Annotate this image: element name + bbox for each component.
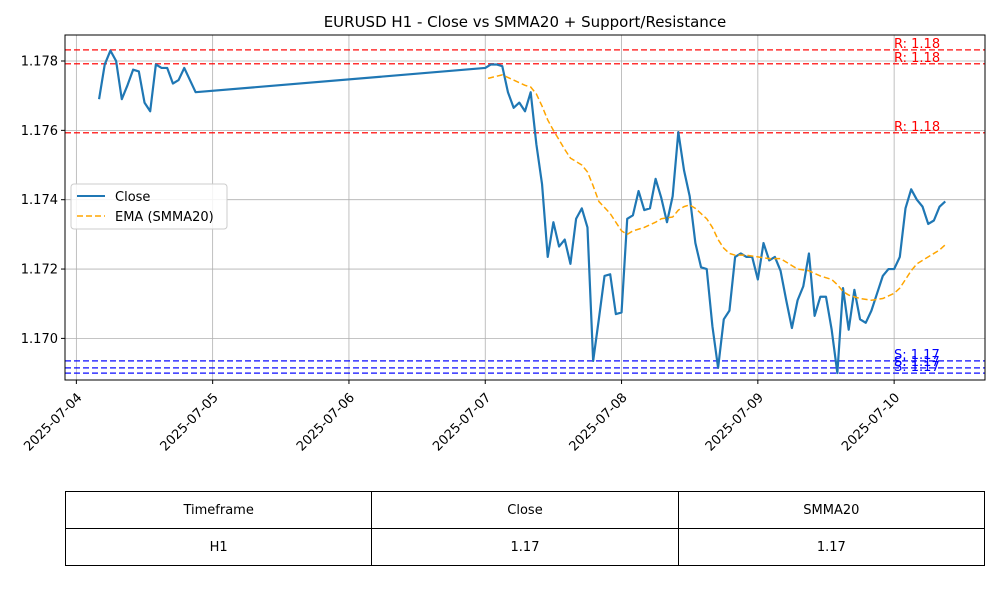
support-label: S: 1.17 bbox=[894, 355, 940, 370]
x-tick-label: 2025-07-05 bbox=[158, 390, 222, 454]
x-axis: 2025-07-04 2025-07-05 2025-07-06 2025-07-07… bbox=[21, 380, 903, 454]
legend-label-close: Close bbox=[115, 190, 150, 205]
table-cell: 1.17 bbox=[677, 528, 986, 566]
table-cell: H1 bbox=[64, 528, 373, 566]
y-tick-label: 1.178 bbox=[21, 55, 58, 70]
legend: Close EMA (SMMA20) bbox=[70, 183, 228, 230]
table-header-cell: SMMA20 bbox=[677, 491, 986, 529]
x-tick-label: 2025-07-09 bbox=[703, 390, 767, 454]
table-row: H1 1.17 1.17 bbox=[64, 528, 986, 566]
table-header-row: Timeframe Close SMMA20 bbox=[64, 491, 986, 529]
series-line-smma20 bbox=[487, 74, 946, 301]
table-header-cell: Timeframe bbox=[64, 491, 373, 529]
x-tick-label: 2025-07-04 bbox=[21, 390, 85, 454]
legend-box bbox=[70, 183, 228, 230]
series-lines bbox=[97, 49, 946, 375]
legend-label-smma: EMA (SMMA20) bbox=[115, 210, 214, 225]
y-axis: 1.170 1.172 1.174 1.176 1.178 bbox=[21, 55, 65, 347]
y-tick-label: 1.172 bbox=[21, 263, 58, 278]
y-tick-label: 1.174 bbox=[21, 193, 58, 208]
summary-table: Timeframe Close SMMA20 H1 1.17 1.17 bbox=[64, 491, 986, 566]
support-label: S: 1.17 bbox=[894, 360, 940, 375]
plot-frame bbox=[64, 34, 986, 381]
price-chart: EURUSD H1 - Close vs SMMA20 + Support/Re… bbox=[21, 13, 986, 454]
resistance-label: R: 1.18 bbox=[894, 51, 940, 66]
resistance-label: R: 1.18 bbox=[894, 37, 940, 52]
table-cell: 1.17 bbox=[371, 528, 679, 566]
grid bbox=[65, 35, 985, 380]
series-line-close bbox=[97, 49, 946, 375]
support-resistance-levels: R: 1.18R: 1.18R: 1.18S: 1.17S: 1.17S: 1.… bbox=[65, 37, 985, 375]
x-tick-label: 2025-07-08 bbox=[567, 390, 631, 454]
y-tick-label: 1.176 bbox=[21, 124, 58, 139]
x-tick-label: 2025-07-10 bbox=[839, 390, 903, 454]
y-tick-label: 1.170 bbox=[21, 332, 58, 347]
resistance-label: R: 1.18 bbox=[894, 120, 940, 135]
chart-title: EURUSD H1 - Close vs SMMA20 + Support/Re… bbox=[324, 13, 727, 31]
x-tick-label: 2025-07-07 bbox=[430, 390, 494, 454]
table-header-cell: Close bbox=[371, 491, 679, 529]
x-tick-label: 2025-07-06 bbox=[294, 390, 358, 454]
support-label: S: 1.17 bbox=[894, 348, 940, 363]
